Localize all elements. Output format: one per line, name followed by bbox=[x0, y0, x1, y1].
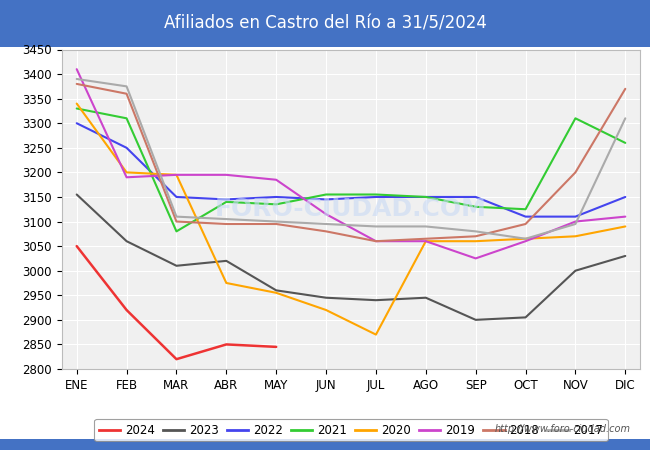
Text: FORO-CIUDAD.COM: FORO-CIUDAD.COM bbox=[215, 197, 487, 221]
Text: http://www.foro-ciudad.com: http://www.foro-ciudad.com bbox=[495, 424, 630, 434]
Text: Afiliados en Castro del Río a 31/5/2024: Afiliados en Castro del Río a 31/5/2024 bbox=[164, 14, 486, 33]
Legend: 2024, 2023, 2022, 2021, 2020, 2019, 2018, 2017: 2024, 2023, 2022, 2021, 2020, 2019, 2018… bbox=[94, 419, 608, 441]
